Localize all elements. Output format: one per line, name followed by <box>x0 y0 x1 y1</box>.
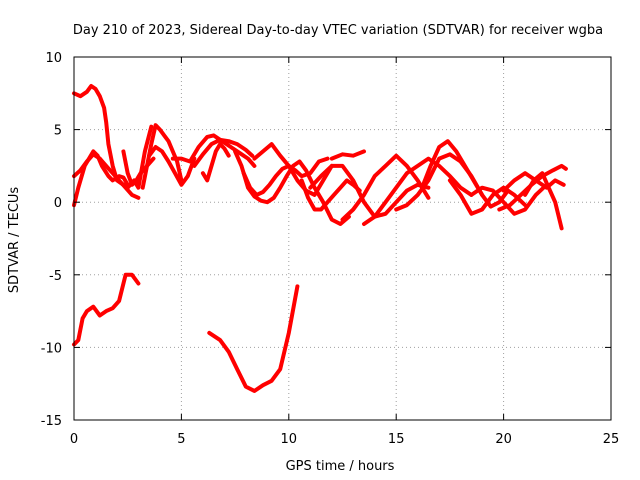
x-tick-label: 0 <box>70 432 78 447</box>
chart-title: Day 210 of 2023, Sidereal Day-to-day VTE… <box>73 23 603 38</box>
axis-ticks <box>73 56 612 421</box>
series-arc-25 <box>72 272 141 347</box>
x-tick-label: 5 <box>177 432 185 447</box>
series-arc-10 <box>233 149 351 226</box>
series-arc-20 <box>447 178 528 216</box>
plot-series <box>72 84 568 393</box>
series-arc-19 <box>420 139 510 209</box>
y-tick-label: 5 <box>54 124 62 139</box>
series-arc-13 <box>299 178 362 212</box>
series-arc-18 <box>394 152 485 212</box>
y-tick-label: 10 <box>45 51 62 66</box>
series-arc-8 <box>192 137 255 168</box>
y-tick-label: -5 <box>49 269 62 284</box>
y-tick-label: -10 <box>41 341 62 356</box>
series-arc-26 <box>207 284 300 393</box>
series-arc-17 <box>362 156 474 226</box>
grid <box>74 57 611 420</box>
series-arc-9 <box>200 142 231 183</box>
x-tick-label: 25 <box>603 432 620 447</box>
x-axis-title: GPS time / hours <box>286 459 395 474</box>
series-arc-6 <box>147 145 197 187</box>
series-arc-21 <box>469 182 549 216</box>
y-tick-label: 0 <box>54 196 62 211</box>
series-arc-7 <box>170 133 257 168</box>
y-tick-label: -15 <box>41 414 62 429</box>
series-arc-12 <box>252 142 334 197</box>
series-arc-14 <box>308 163 431 219</box>
tick-labels: 0 5 10 15 20 25 -15 -10 -5 0 5 10 <box>41 51 620 447</box>
x-tick-label: 15 <box>388 432 405 447</box>
plot-frame <box>73 56 612 421</box>
series-arc-24 <box>523 171 564 231</box>
y-axis-title: SDTVAR / TECUs <box>7 187 22 294</box>
series-arc-3 <box>72 152 141 200</box>
x-tick-label: 10 <box>281 432 298 447</box>
x-tick-label: 20 <box>495 432 512 447</box>
series-arc-11 <box>241 156 330 197</box>
series-arc-15 <box>329 149 366 161</box>
series-arc-16 <box>340 153 431 222</box>
